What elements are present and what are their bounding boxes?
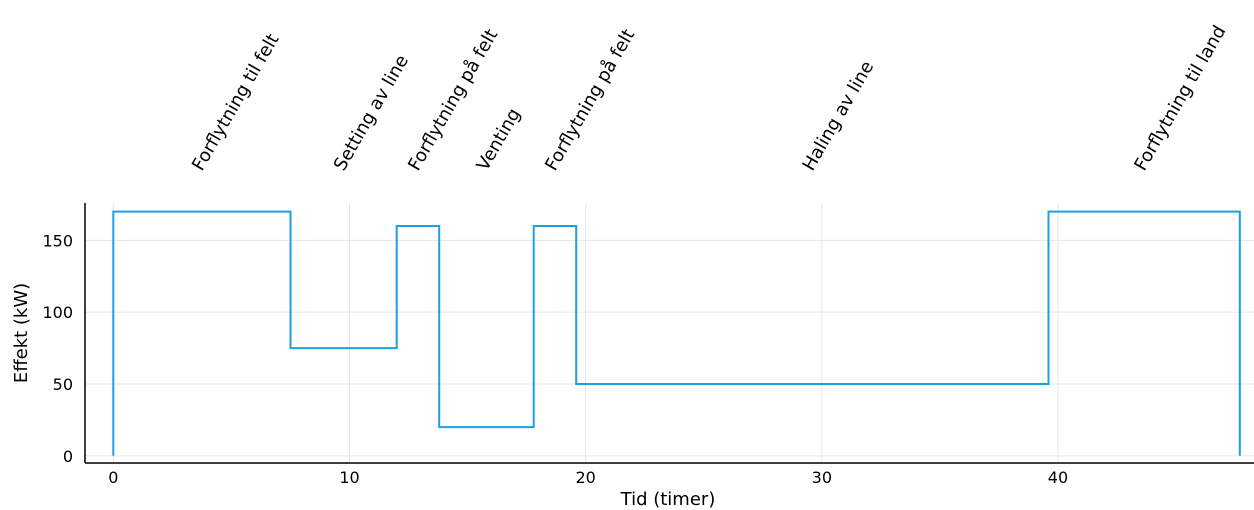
x-tick-label: 40 [1048,468,1068,487]
phase-label: Venting [473,105,525,175]
phase-label: Forflytning til land [1130,22,1230,174]
annotations: Forflytning til felt Setting av line Forfl… [188,22,1230,174]
y-tick-label: 0 [63,447,73,466]
phase-label: Forflytning på felt [541,26,639,175]
y-axis-title: Effekt (kW) [11,283,32,383]
phase-label: Setting av line [330,51,413,174]
series [112,210,1241,456]
y-tick-label: 50 [53,375,73,394]
x-tick-label: 10 [339,468,359,487]
power-series-line [112,210,1241,456]
x-tick-label: 20 [575,468,595,487]
tick-labels: 0 50 100 150 0 10 20 30 40 [42,231,1068,487]
grid [85,203,1254,463]
phase-label: Haling av line [799,57,879,174]
y-tick-label: 150 [42,231,73,250]
x-tick-label: 30 [812,468,832,487]
phase-label: Forflytning til felt [188,30,283,174]
x-axis-title: Tid (timer) [620,489,716,510]
x-tick-label: 0 [108,468,118,487]
axes [84,203,1254,464]
y-tick-label: 100 [42,303,73,322]
